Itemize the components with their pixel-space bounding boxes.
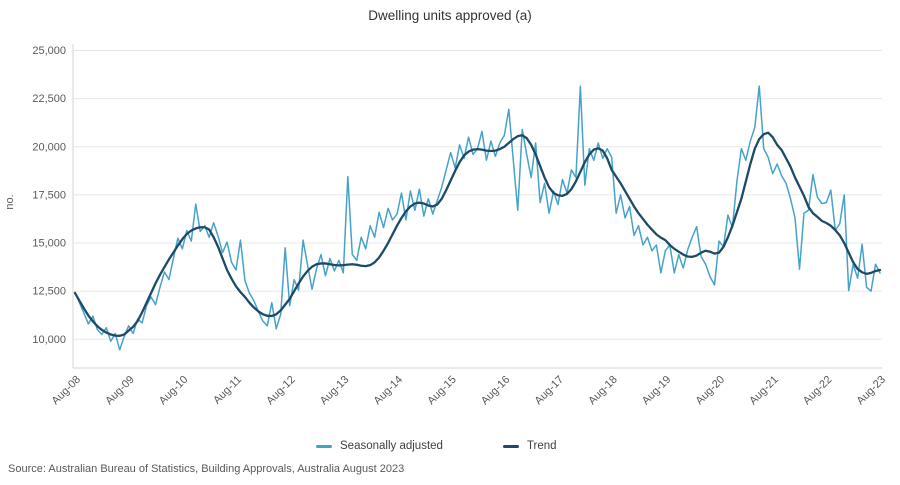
x-tick-label: Aug-08	[50, 374, 84, 408]
y-tick-label: 20,000	[32, 141, 66, 153]
x-tick-label: Aug-15	[425, 374, 459, 408]
y-tick-label: 25,000	[32, 45, 66, 57]
x-tick-label: Aug-12	[264, 374, 298, 408]
x-tick-label: Aug-10	[157, 374, 191, 408]
seasonally-adjusted-line-swatch-icon	[316, 444, 332, 448]
legend-label: Seasonally adjusted	[340, 440, 443, 452]
trend-line-swatch-icon	[502, 444, 519, 448]
chart-title: Dwelling units approved (a)	[368, 8, 532, 23]
x-tick-label: Aug-16	[479, 374, 513, 408]
legend-label: Trend	[526, 440, 557, 452]
x-tick-label: Aug-23	[855, 374, 889, 408]
x-tick-label: Aug-14	[372, 374, 406, 408]
legend-item-trend: Trend	[502, 440, 557, 452]
y-tick-label: 10,000	[32, 334, 66, 346]
x-tick-label: Aug-21	[747, 374, 781, 408]
x-tick-label: Aug-11	[211, 374, 244, 407]
x-tick-label: Aug-20	[694, 374, 728, 408]
y-tick-label: 15,000	[32, 238, 66, 250]
seasonally-adjusted-line	[74, 85, 881, 351]
x-tick-label: Aug-19	[640, 374, 674, 408]
source-note: Source: Australian Bureau of Statistics,…	[8, 463, 405, 475]
y-tick-label: 22,500	[32, 93, 66, 105]
legend-item-seasonally-adjusted: Seasonally adjusted	[316, 440, 443, 452]
x-tick-label: Aug-09	[103, 374, 137, 408]
x-tick-label: Aug-22	[801, 374, 835, 408]
x-tick-label: Aug-13	[318, 374, 352, 408]
x-tick-label: Aug-18	[586, 374, 620, 408]
y-tick-label: 12,500	[32, 286, 66, 298]
trend-line	[73, 131, 882, 337]
y-tick-label: 17,500	[32, 189, 66, 201]
legend: Seasonally adjusted Trend	[316, 440, 557, 452]
x-tick-label: Aug-17	[533, 374, 567, 408]
